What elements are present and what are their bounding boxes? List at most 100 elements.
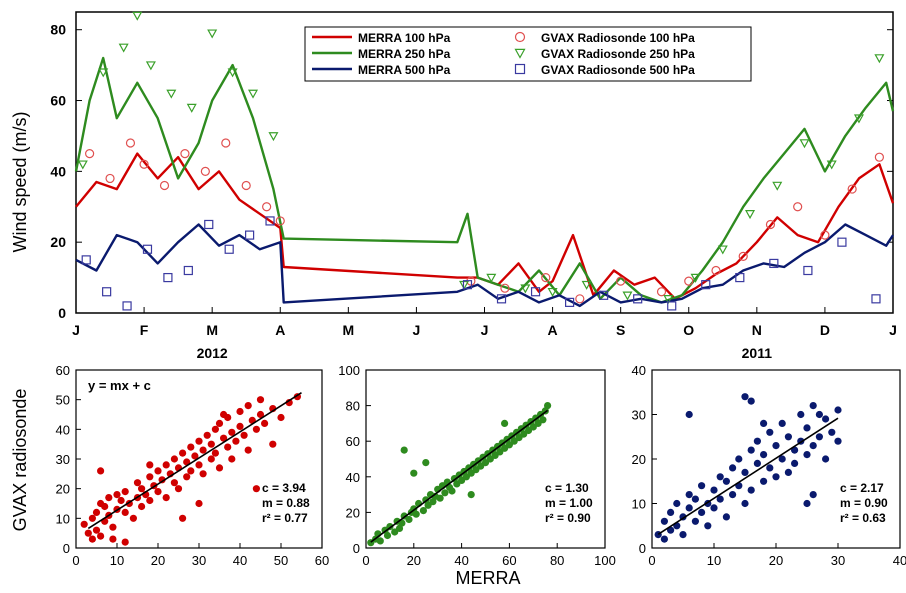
radiosonde-point bbox=[139, 159, 149, 169]
scatter-point bbox=[154, 467, 162, 475]
scatter-point bbox=[660, 517, 669, 525]
scatter-point bbox=[109, 523, 117, 531]
radiosonde-point bbox=[541, 272, 551, 283]
radiosonde-point bbox=[159, 180, 170, 191]
fit-stat-label: r² = 0.90 bbox=[545, 511, 591, 525]
scatter-point bbox=[244, 446, 252, 454]
scatter-point bbox=[228, 428, 236, 436]
scatter-point bbox=[797, 410, 805, 419]
top-y-tick-label: 80 bbox=[50, 22, 66, 38]
radiosonde-point bbox=[125, 138, 136, 148]
scatter-point bbox=[101, 502, 109, 511]
radiosonde-point bbox=[245, 230, 255, 240]
scatter-y-tick-label: 80 bbox=[346, 399, 360, 414]
scatter-point bbox=[685, 491, 693, 499]
scatter-point bbox=[691, 517, 700, 525]
scatter-point bbox=[240, 431, 248, 439]
scatter-point bbox=[778, 455, 786, 463]
legend-label: MERRA 250 hPa bbox=[358, 47, 451, 61]
scatter-point bbox=[410, 469, 418, 477]
scatter-y-tick-label: 10 bbox=[632, 497, 646, 512]
fit-stat-label: c = 2.17 bbox=[840, 481, 884, 495]
scatter-point bbox=[679, 531, 687, 539]
scatter-point bbox=[88, 535, 96, 543]
scatter-point bbox=[121, 508, 129, 516]
scatter-point bbox=[691, 495, 700, 503]
radiosonde-point bbox=[667, 301, 677, 311]
scatter-point bbox=[760, 419, 768, 427]
scatter-point bbox=[778, 419, 786, 427]
scatter-point bbox=[179, 449, 187, 457]
fit-stat-label: c = 1.30 bbox=[545, 481, 589, 495]
radiosonde-point bbox=[180, 149, 190, 159]
radiosonde-point bbox=[793, 202, 803, 212]
scatter-point bbox=[685, 504, 693, 512]
scatter-point bbox=[815, 410, 824, 419]
fit-line bbox=[87, 392, 302, 530]
scatter-point bbox=[269, 440, 277, 448]
legend-marker-swatch bbox=[514, 63, 526, 75]
scatter-frame bbox=[75, 369, 323, 549]
scatter-point bbox=[834, 406, 842, 414]
scatter-point bbox=[236, 407, 244, 416]
scatter-point bbox=[741, 499, 749, 508]
scatter-point bbox=[195, 499, 203, 508]
scatter-x-tick-label: 40 bbox=[893, 553, 906, 568]
scatter-x-tick-label: 50 bbox=[274, 553, 288, 568]
radiosonde-point bbox=[633, 294, 643, 304]
radiosonde-point bbox=[847, 184, 857, 194]
fit-stat-label: m = 0.90 bbox=[840, 496, 888, 510]
scatter-point bbox=[834, 437, 842, 445]
radiosonde-point bbox=[102, 287, 112, 297]
scatter-y-tick-label: 60 bbox=[56, 363, 70, 378]
radiosonde-point bbox=[711, 265, 721, 276]
radiosonde-point bbox=[837, 237, 847, 247]
radiosonde-point bbox=[207, 29, 218, 39]
radiosonde-point bbox=[871, 294, 881, 304]
radiosonde-point bbox=[769, 258, 779, 269]
scatter-point bbox=[133, 479, 142, 487]
scatter-point bbox=[105, 494, 113, 502]
radiosonde-point bbox=[462, 280, 473, 290]
scatter-point bbox=[97, 467, 105, 475]
top-x-tick-label: A bbox=[548, 322, 558, 338]
scatter-point bbox=[256, 410, 265, 419]
scatter-point bbox=[398, 519, 406, 527]
bottom-x-axis-label: MERRA bbox=[455, 568, 520, 588]
radiosonde-point bbox=[565, 297, 575, 307]
radiosonde-point bbox=[77, 160, 88, 170]
scatter-point bbox=[80, 520, 88, 528]
scatter-point bbox=[211, 425, 219, 433]
scatter-point bbox=[84, 529, 92, 537]
scatter-point bbox=[766, 464, 774, 472]
legend-box bbox=[304, 26, 752, 82]
radiosonde-point bbox=[98, 68, 109, 78]
radiosonde-point bbox=[826, 160, 837, 170]
scatter-point bbox=[224, 443, 232, 451]
scatter-point bbox=[92, 526, 101, 534]
top-x-tick-label: S bbox=[616, 322, 625, 338]
scatter-point bbox=[191, 452, 199, 460]
scatter-point bbox=[252, 425, 260, 433]
scatter-point bbox=[747, 397, 755, 405]
legend-label: GVAX Radiosonde 250 hPa bbox=[541, 47, 695, 61]
radiosonde-point bbox=[200, 166, 210, 176]
radiosonde-point bbox=[132, 11, 143, 21]
scatter-y-tick-label: 10 bbox=[56, 511, 70, 526]
scatter-point bbox=[822, 415, 830, 423]
radiosonde-point bbox=[496, 294, 507, 304]
scatter-point bbox=[753, 437, 762, 445]
radiosonde-point bbox=[717, 245, 728, 255]
scatter-x-tick-label: 0 bbox=[72, 553, 79, 568]
scatter-point bbox=[162, 494, 170, 502]
radiosonde-point bbox=[820, 230, 830, 240]
scatter-point bbox=[544, 402, 552, 410]
scatter-point bbox=[261, 419, 269, 427]
scatter-point bbox=[741, 393, 749, 401]
scatter-y-tick-label: 30 bbox=[56, 452, 70, 467]
scatter-x-tick-label: 10 bbox=[110, 553, 124, 568]
radiosonde-point bbox=[803, 265, 813, 276]
radiosonde-point bbox=[105, 173, 115, 184]
scatter-point bbox=[436, 494, 444, 502]
